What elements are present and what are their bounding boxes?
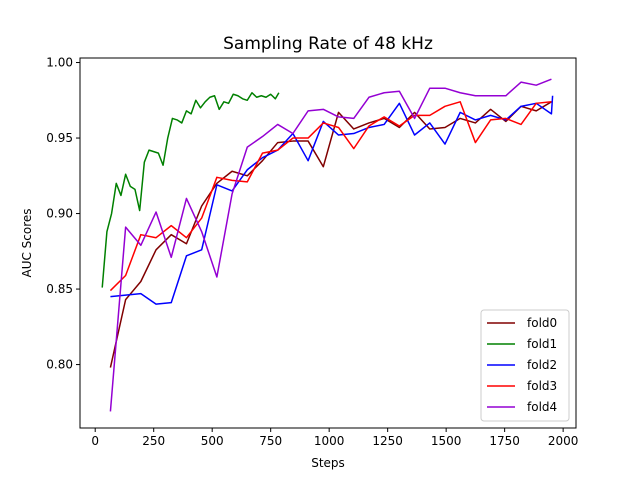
y-axis-label: AUC Scores	[20, 208, 34, 277]
x-tick-label: 0	[91, 434, 99, 448]
legend-label-fold1: fold1	[527, 337, 557, 351]
legend-label-fold2: fold2	[527, 358, 557, 372]
x-tick-label: 1750	[489, 434, 520, 448]
y-tick-label: 1.00	[46, 56, 73, 70]
series-line-fold3	[109, 101, 552, 292]
legend-label-fold4: fold4	[527, 400, 557, 414]
series-line-fold2	[110, 95, 554, 305]
legend: fold0 fold1 fold2 fold3 fold4	[480, 309, 570, 422]
plot-frame	[79, 57, 577, 429]
x-tick-label: 1500	[431, 434, 462, 448]
legend-label-fold0: fold0	[527, 316, 557, 330]
x-tick-label: 1000	[314, 434, 345, 448]
x-tick-label: 750	[259, 434, 282, 448]
series-line-fold1	[101, 91, 280, 288]
x-tick-label: 250	[142, 434, 165, 448]
x-axis-label: Steps	[311, 456, 345, 470]
series-line-fold0	[109, 101, 552, 368]
chart-title: Sampling Rate of 48 kHz	[223, 34, 433, 54]
y-tick-label: 0.80	[46, 358, 73, 372]
legend-label-fold3: fold3	[527, 379, 557, 393]
series-layer	[101, 78, 554, 412]
ticks-layer: 0 250 500 750 1000 1250 1500 1750 2000 0.80 0.85 0.…	[46, 56, 578, 448]
x-tick-label: 2000	[548, 434, 579, 448]
y-tick-label: 0.85	[46, 282, 73, 296]
y-tick-label: 0.90	[46, 207, 73, 221]
series-line-fold4	[109, 78, 552, 412]
y-tick-label: 0.95	[46, 131, 73, 145]
x-tick-label: 500	[201, 434, 224, 448]
x-tick-label: 1250	[372, 434, 403, 448]
legend-box	[480, 309, 570, 422]
